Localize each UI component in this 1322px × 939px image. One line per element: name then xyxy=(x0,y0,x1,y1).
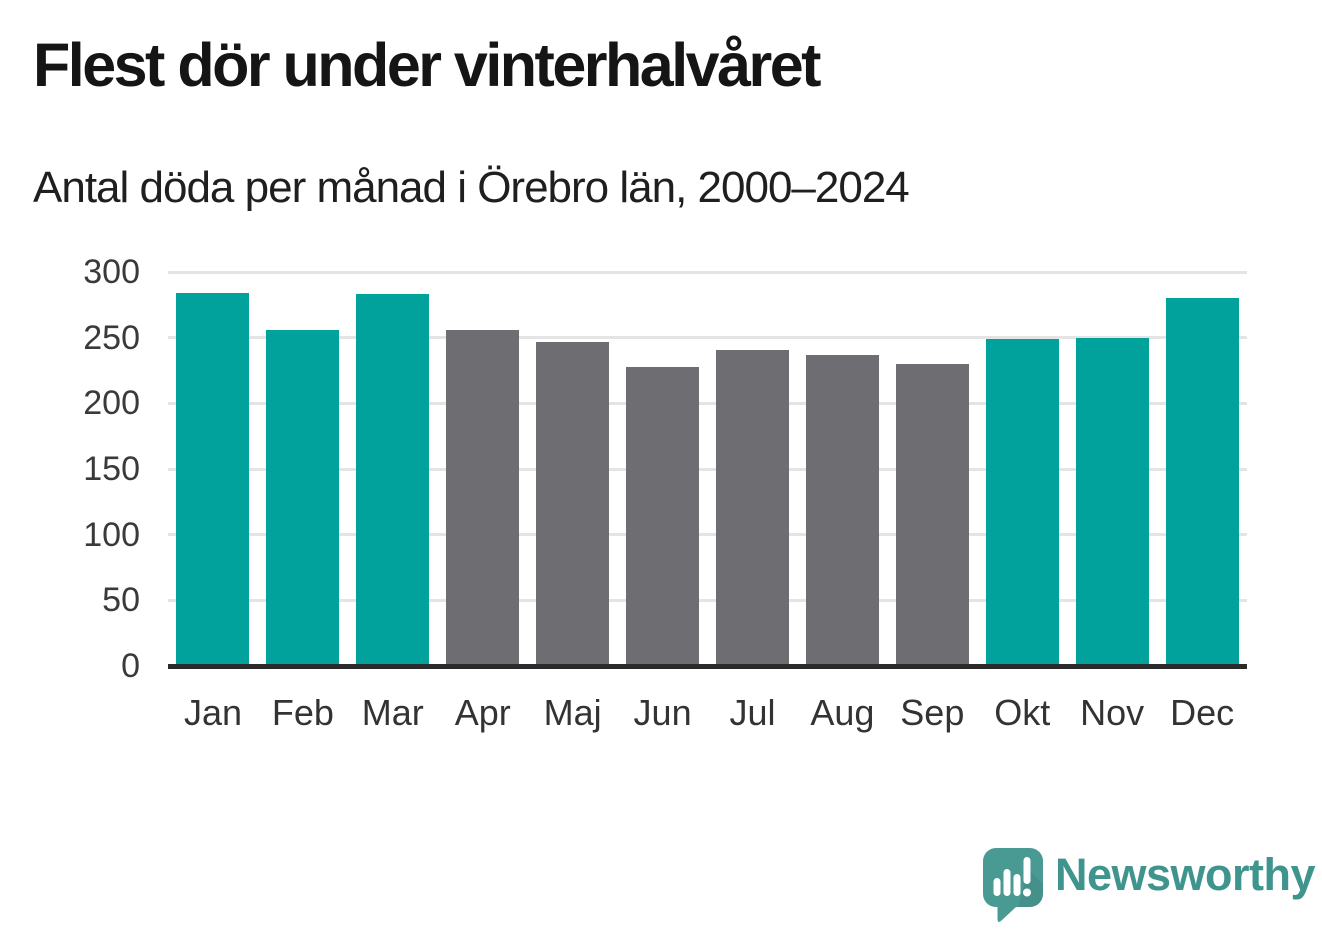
bar-slot-nov xyxy=(1067,272,1157,666)
y-axis: 0 50 100 150 200 250 300 xyxy=(0,253,140,685)
y-tick-label-50: 50 xyxy=(102,581,140,620)
bar-slot-dec xyxy=(1157,272,1247,666)
plot-area xyxy=(168,270,1247,666)
x-tick-label-nov: Nov xyxy=(1080,692,1145,733)
bar-jun xyxy=(626,366,700,666)
x-tick-label-dec: Dec xyxy=(1170,692,1235,733)
bar-slot-apr xyxy=(438,272,528,666)
bar-slot-jun xyxy=(618,272,708,666)
bar-slot-okt xyxy=(977,272,1067,666)
y-tick-label-250: 250 xyxy=(83,318,140,357)
y-tick-label-0: 0 xyxy=(121,647,140,685)
bar-mar xyxy=(356,294,430,666)
x-tick-label-apr: Apr xyxy=(454,692,511,733)
gridline-50 xyxy=(168,598,1247,602)
x-tick-label-jan: Jan xyxy=(183,692,242,733)
x-axis-baseline xyxy=(168,664,1247,669)
gridline-100 xyxy=(168,533,1247,537)
bar-feb xyxy=(266,329,340,666)
bar-jul xyxy=(715,349,789,666)
x-tick-label-feb: Feb xyxy=(271,692,334,733)
gridline-200 xyxy=(168,401,1247,405)
x-tick-label-mar: Mar xyxy=(361,692,424,733)
bar-sep xyxy=(895,363,969,666)
x-tick-label-okt: Okt xyxy=(994,692,1051,733)
bar-apr xyxy=(446,329,520,666)
bar-aug xyxy=(805,354,879,666)
bar-maj xyxy=(536,341,610,666)
newsworthy-logo: Newsworthy xyxy=(982,847,1316,925)
x-tick-label-aug: Aug xyxy=(810,692,875,733)
x-tick-label-jun: Jun xyxy=(633,692,692,733)
gridline-300 xyxy=(168,270,1247,274)
y-tick-label-300: 300 xyxy=(83,253,140,291)
y-tick-label-100: 100 xyxy=(83,515,140,554)
bar-okt xyxy=(985,338,1059,666)
bars-container xyxy=(168,272,1247,666)
bar-slot-sep xyxy=(887,272,977,666)
bar-jan xyxy=(176,293,250,666)
bar-slot-aug xyxy=(797,272,887,666)
x-axis: Jan Feb Mar Apr Maj Jun Jul Aug Sep Okt Nov Dec xyxy=(168,690,1247,736)
bar-slot-feb xyxy=(258,272,348,666)
bar-slot-mar xyxy=(348,272,438,666)
bar-slot-jul xyxy=(708,272,798,666)
x-tick-label-sep: Sep xyxy=(900,692,965,733)
bar-slot-maj xyxy=(528,272,618,666)
bar-slot-jan xyxy=(168,272,258,666)
page-title: Flest dör under vinterhalvåret xyxy=(33,31,822,99)
y-tick-label-200: 200 xyxy=(83,384,140,423)
bar-nov xyxy=(1075,337,1149,666)
chart-subtitle: Antal döda per månad i Örebro län, 2000–… xyxy=(33,163,910,212)
gridline-150 xyxy=(168,467,1247,471)
bar-dec xyxy=(1165,298,1239,666)
x-tick-label-maj: Maj xyxy=(543,692,602,733)
y-tick-label-150: 150 xyxy=(83,450,140,488)
gridline-250 xyxy=(168,336,1247,340)
x-tick-label-jul: Jul xyxy=(729,692,776,733)
newsworthy-logo-icon xyxy=(983,848,1043,922)
newsworthy-logo-text: Newsworthy xyxy=(1055,849,1316,900)
